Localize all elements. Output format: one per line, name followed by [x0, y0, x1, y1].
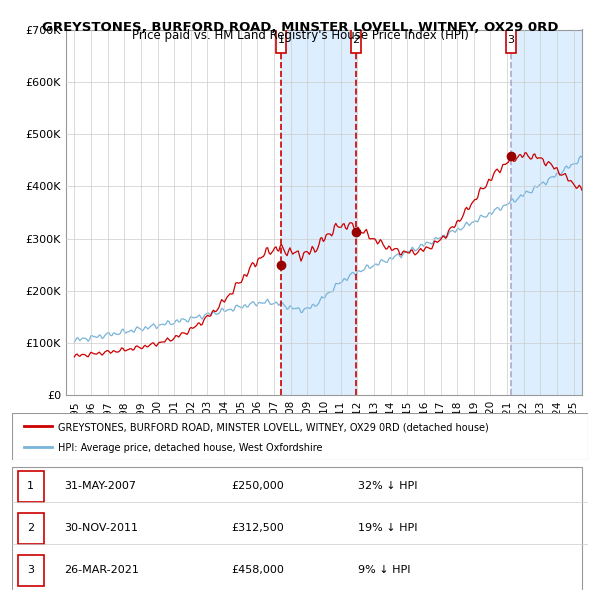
Bar [281, 30, 356, 395]
FancyBboxPatch shape [18, 471, 44, 502]
Text: £250,000: £250,000 [231, 481, 284, 491]
FancyBboxPatch shape [506, 27, 516, 53]
Text: 19% ↓ HPI: 19% ↓ HPI [358, 523, 417, 533]
FancyBboxPatch shape [12, 467, 582, 590]
Text: 3: 3 [508, 35, 514, 45]
Text: 3: 3 [27, 565, 34, 575]
Text: 1: 1 [27, 481, 34, 491]
Text: 9% ↓ HPI: 9% ↓ HPI [358, 565, 410, 575]
Text: 32% ↓ HPI: 32% ↓ HPI [358, 481, 417, 491]
FancyBboxPatch shape [276, 27, 286, 53]
Text: £458,000: £458,000 [231, 565, 284, 575]
Text: £312,500: £312,500 [231, 523, 284, 533]
Text: 2: 2 [352, 35, 359, 45]
Text: Price paid vs. HM Land Registry's House Price Index (HPI): Price paid vs. HM Land Registry's House … [131, 30, 469, 42]
Text: GREYSTONES, BURFORD ROAD, MINSTER LOVELL, WITNEY, OX29 0RD (detached house): GREYSTONES, BURFORD ROAD, MINSTER LOVELL… [58, 422, 489, 432]
Text: HPI: Average price, detached house, West Oxfordshire: HPI: Average price, detached house, West… [58, 443, 323, 453]
Bar [511, 30, 582, 395]
FancyBboxPatch shape [18, 555, 44, 586]
Text: 2: 2 [27, 523, 34, 533]
FancyBboxPatch shape [18, 513, 44, 545]
Text: 30-NOV-2011: 30-NOV-2011 [64, 523, 138, 533]
Text: 26-MAR-2021: 26-MAR-2021 [64, 565, 139, 575]
Text: GREYSTONES, BURFORD ROAD, MINSTER LOVELL, WITNEY, OX29 0RD: GREYSTONES, BURFORD ROAD, MINSTER LOVELL… [42, 21, 558, 34]
FancyBboxPatch shape [351, 27, 361, 53]
Text: 31-MAY-2007: 31-MAY-2007 [64, 481, 136, 491]
Text: 1: 1 [277, 35, 284, 45]
FancyBboxPatch shape [12, 413, 588, 460]
